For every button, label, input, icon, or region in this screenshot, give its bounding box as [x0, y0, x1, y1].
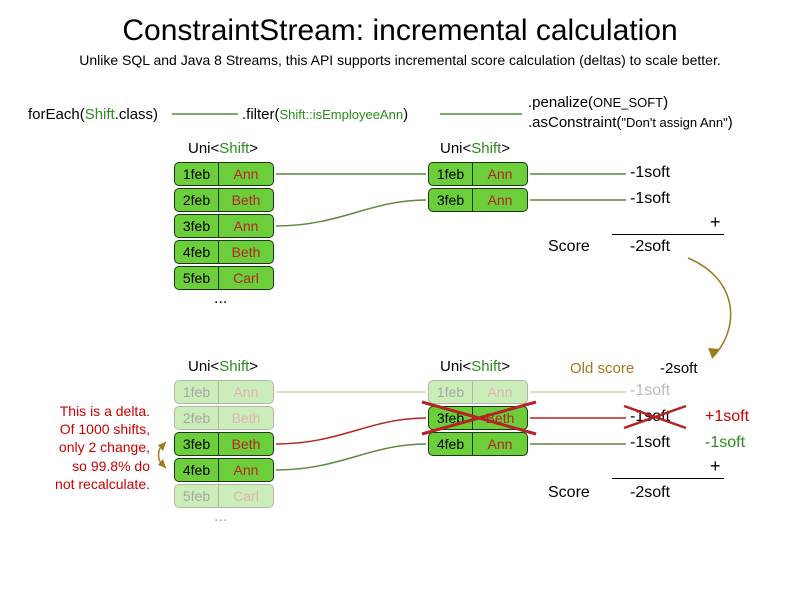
shift-box: 3febAnn: [428, 188, 528, 212]
plus-sign: +: [710, 212, 721, 233]
ellipsis: ...: [214, 290, 227, 308]
shift-box-crossed: 3febBeth: [428, 406, 528, 430]
ellipsis: ...: [214, 508, 227, 526]
page-title: ConstraintStream: incremental calculatio…: [0, 14, 800, 48]
shift-box: 3febBeth: [174, 432, 274, 456]
code-filter: .filter(Shift::isEmployeeAnn): [242, 106, 408, 123]
score-value: -1soft: [630, 382, 670, 400]
uni-label-bot-left: Uni<Shift>: [188, 358, 258, 375]
delta-note: This is a delta. Of 1000 shifts, only 2 …: [10, 402, 150, 493]
score-total: -2soft: [630, 484, 670, 502]
connector-overlay: [0, 0, 800, 600]
shift-box: 1febAnn: [428, 162, 528, 186]
shift-box: 5febCarl: [174, 484, 274, 508]
code-penalize: .penalize(ONE_SOFT): [528, 94, 668, 111]
old-score-label: Old score: [570, 360, 634, 377]
uni-label-top-left: Uni<Shift>: [188, 140, 258, 157]
uni-label-bot-right: Uni<Shift>: [440, 358, 510, 375]
shift-box: 4febAnn: [428, 432, 528, 456]
plus-sign: +: [710, 456, 721, 477]
score-value: -1soft: [630, 164, 670, 182]
score-divider: [612, 234, 724, 235]
old-score-value: -2soft: [660, 360, 698, 377]
shift-box: 1febAnn: [174, 380, 274, 404]
uni-label-top-right: Uni<Shift>: [440, 140, 510, 157]
shift-box: 1febAnn: [428, 380, 528, 404]
score-divider: [612, 478, 724, 479]
shift-box: 3febAnn: [174, 214, 274, 238]
score-value: -1soft: [630, 190, 670, 208]
score-delta: -1soft: [705, 434, 745, 452]
shift-box: 5febCarl: [174, 266, 274, 290]
code-asconstraint: .asConstraint("Don't assign Ann"): [528, 114, 733, 131]
page-subtitle: Unlike SQL and Java 8 Streams, this API …: [0, 52, 800, 68]
code-foreach: forEach(Shift.class): [28, 106, 158, 123]
score-total: -2soft: [630, 238, 670, 256]
score-label: Score: [548, 484, 590, 502]
shift-box: 2febBeth: [174, 188, 274, 212]
score-delta: +1soft: [705, 408, 749, 426]
score-value-crossed: -1soft: [630, 408, 670, 426]
score-label: Score: [548, 238, 590, 256]
score-value: -1soft: [630, 434, 670, 452]
shift-box: 2febBeth: [174, 406, 274, 430]
shift-box: 4febBeth: [174, 240, 274, 264]
shift-box: 4febAnn: [174, 458, 274, 482]
shift-box: 1febAnn: [174, 162, 274, 186]
